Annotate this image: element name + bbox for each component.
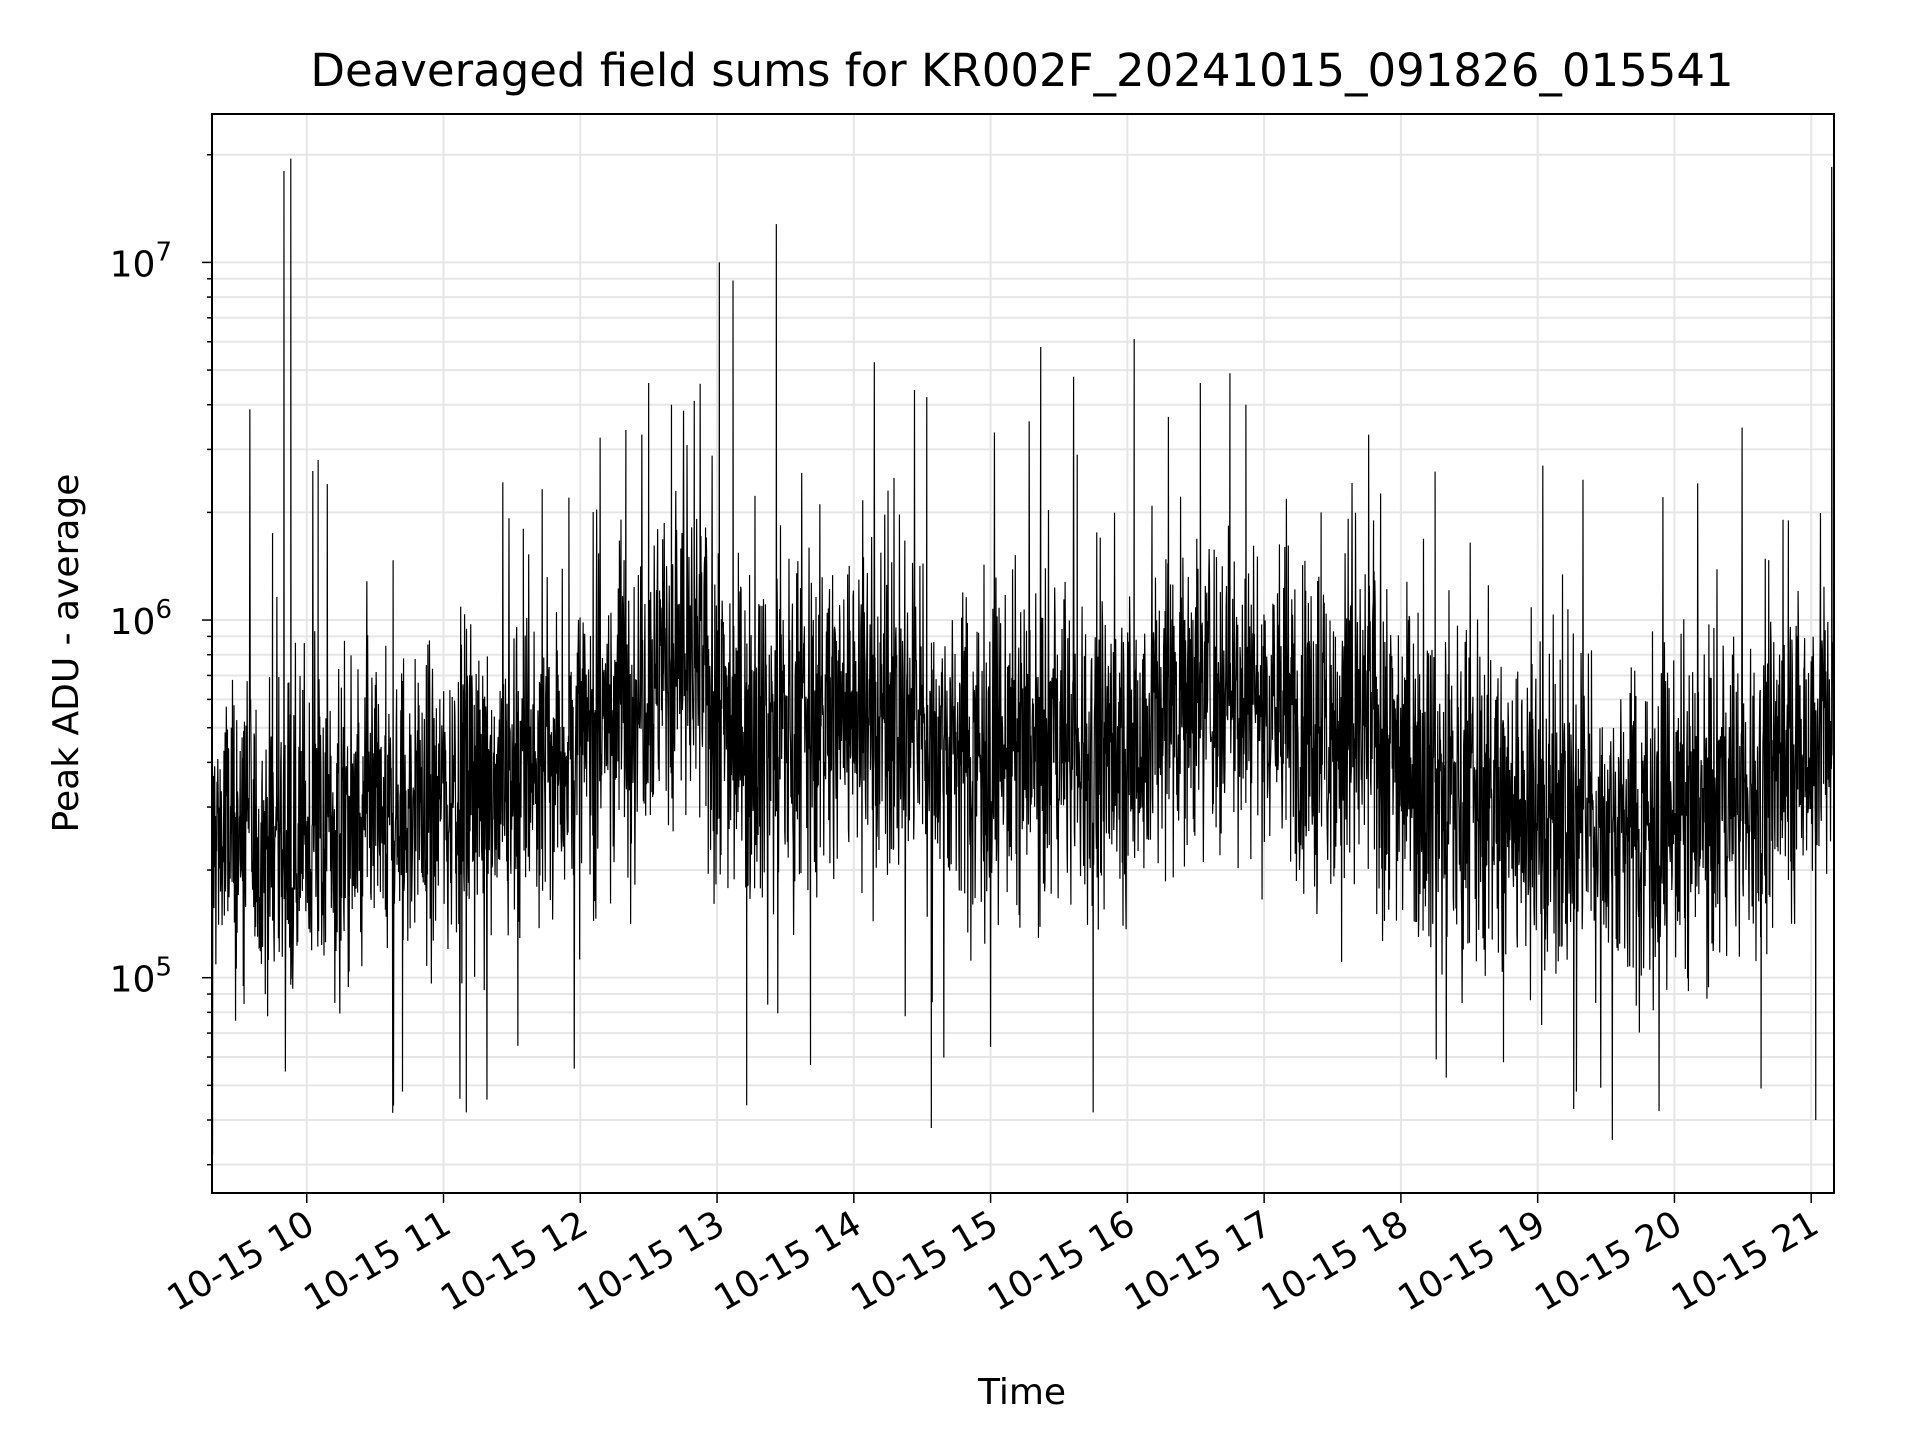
- y-tick-label: 105: [110, 953, 172, 1001]
- plot-frame: [211, 113, 1835, 1194]
- series-line: [211, 158, 1835, 1155]
- y-tick-label: 107: [110, 237, 172, 285]
- y-tick-exponent: 6: [155, 595, 172, 625]
- series-path: [211, 158, 1835, 1155]
- y-axis-label: Peak ADU - average: [46, 474, 87, 833]
- y-tick-base: 10: [110, 602, 156, 643]
- y-tick-exponent: 5: [155, 953, 172, 983]
- y-tick-base: 10: [110, 244, 156, 285]
- chart-title: Deaveraged field sums for KR002F_2024101…: [310, 44, 1733, 97]
- x-axis-label: Time: [977, 1372, 1066, 1413]
- y-tick-label: 106: [110, 595, 172, 643]
- y-tick-exponent: 7: [155, 237, 172, 267]
- y-tick-base: 10: [110, 960, 156, 1001]
